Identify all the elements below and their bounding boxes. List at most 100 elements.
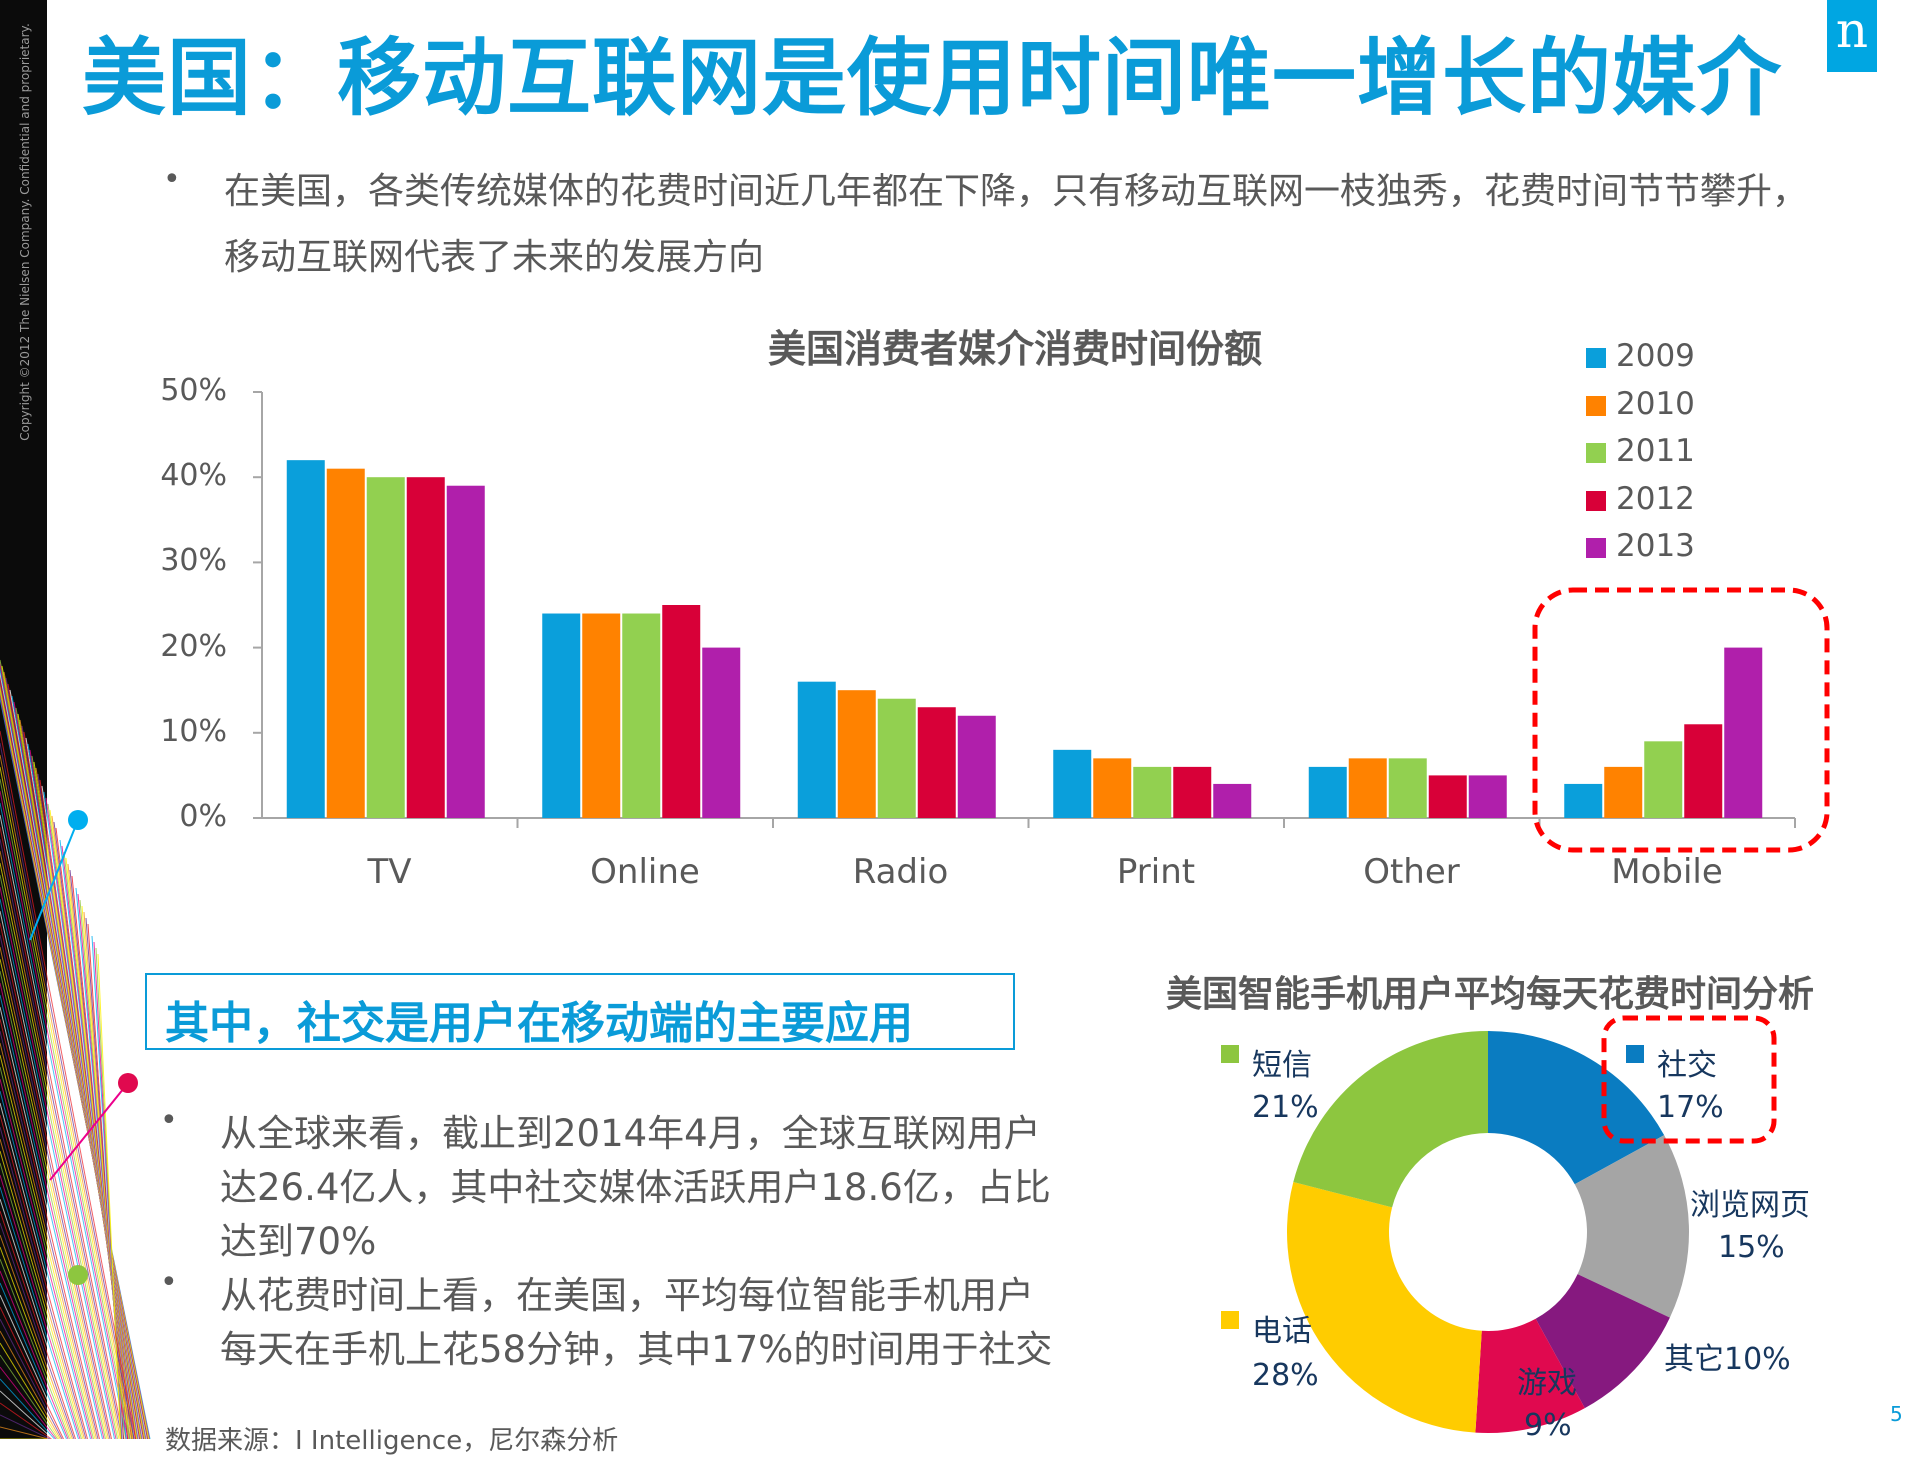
dot-icon (68, 1265, 88, 1285)
legend-label-2012: 2012 (1616, 480, 1695, 517)
donut-chart-title: 美国智能手机用户平均每天花费时间分析 (1165, 974, 1814, 1015)
bullet-icon: • (163, 162, 181, 197)
bar-mobile-2012 (1684, 724, 1723, 818)
mesh-line (0, 1378, 55, 1439)
mesh-line (0, 1006, 102, 1439)
bar-other-2011 (1388, 758, 1427, 818)
bar-online-2010 (582, 613, 621, 818)
bar-print-2011 (1133, 766, 1172, 818)
bar-chart-title: 美国消费者媒介消费时间份额 (767, 327, 1262, 371)
bar-print-2012 (1173, 766, 1212, 818)
label-social: 社交 (1657, 1048, 1717, 1083)
nielsen-logo: n (1827, 0, 1877, 72)
mesh-line (0, 1090, 91, 1439)
legend-label-2009: 2009 (1616, 338, 1695, 374)
mesh-line (0, 1054, 96, 1439)
mesh-line (0, 1222, 75, 1439)
mesh-line (0, 778, 130, 1439)
mesh-line (0, 1102, 90, 1439)
value-social: 17% (1657, 1090, 1724, 1125)
bar-online-2013 (702, 647, 741, 818)
mesh-line (0, 766, 132, 1439)
mesh-line (0, 1234, 73, 1439)
bullet-icon: • (160, 1265, 178, 1300)
mesh-line (0, 790, 129, 1439)
value-games: 9% (1524, 1408, 1572, 1443)
label-other: 其它10% (1664, 1342, 1791, 1377)
bullet-icon: • (160, 1103, 178, 1138)
mesh-line (0, 1354, 58, 1439)
legend-label-2010: 2010 (1616, 385, 1695, 422)
legend-swatch-sms (1221, 1045, 1239, 1063)
mesh-line (0, 1366, 57, 1439)
mesh-line (0, 1414, 51, 1439)
label-sms: 短信 (1252, 1048, 1312, 1083)
mesh-line (0, 814, 126, 1439)
mesh-line (0, 1246, 72, 1439)
bar-other-2009 (1308, 766, 1347, 818)
mesh-line (0, 898, 115, 1439)
subheading-box: 其中，社交是用户在移动端的主要应用 (145, 973, 1015, 1050)
bar-tv-2011 (366, 477, 405, 818)
category-label-tv: TV (367, 852, 412, 892)
mesh-line (0, 910, 114, 1439)
mesh-line (0, 934, 111, 1439)
legend-label-2013: 2013 (1616, 528, 1695, 564)
mesh-line (0, 1186, 79, 1439)
value-browsing: 15% (1718, 1230, 1785, 1265)
value-phone: 28% (1252, 1358, 1319, 1393)
mesh-line (0, 754, 133, 1439)
bar-radio-2009 (797, 681, 836, 818)
bullet-1-line-2: 达26.4亿人，其中社交媒体活跃用户18.6亿，占比 (220, 1166, 1051, 1209)
mesh-line (0, 1018, 100, 1439)
legend-swatch-2010 (1586, 395, 1606, 416)
mesh-line (0, 730, 136, 1439)
category-label-mobile: Mobile (1611, 852, 1723, 892)
mesh-line (0, 862, 120, 1439)
mesh-line (0, 1042, 97, 1439)
mesh-line (0, 982, 105, 1439)
bullet-2-line-1: 从花费时间上看，在美国，平均每位智能手机用户 (220, 1274, 1034, 1317)
bar-mobile-2009 (1564, 783, 1603, 818)
donut-slice-2 (1535, 1274, 1670, 1409)
bar-print-2009 (1053, 749, 1092, 818)
label-phone: 电话 (1252, 1314, 1312, 1349)
mesh-line (0, 1138, 85, 1439)
dot-icon (68, 810, 88, 830)
bar-radio-2010 (837, 690, 876, 818)
subheading-text: 其中，社交是用户在移动端的主要应用 (165, 998, 913, 1049)
mesh-line (0, 1426, 49, 1439)
decorative-mesh (0, 659, 151, 1439)
value-sms: 21% (1252, 1090, 1319, 1125)
bar-tv-2009 (286, 460, 325, 818)
mesh-line (0, 1270, 69, 1439)
dot-icon (118, 1073, 138, 1093)
bar-online-2011 (622, 613, 661, 818)
mesh-line (0, 1330, 61, 1439)
mesh-line (0, 874, 118, 1439)
mesh-line (0, 1030, 99, 1439)
bullet-2-line-2: 每天在手机上花58分钟，其中17%的时间用于社交 (220, 1328, 1053, 1371)
label-games: 游戏 (1517, 1366, 1577, 1401)
legend-swatch-phone (1221, 1311, 1239, 1329)
mesh-line (0, 838, 123, 1439)
mesh-line (0, 1066, 94, 1439)
bar-print-2013 (1213, 783, 1252, 818)
mesh-line (0, 802, 127, 1439)
mesh-line (0, 1258, 70, 1439)
mesh-line (0, 1294, 66, 1439)
social-highlight-box (1601, 1015, 1777, 1144)
bar-radio-2011 (877, 698, 916, 818)
bar-tv-2010 (326, 468, 365, 818)
y-tick-label: 0% (179, 799, 227, 834)
mesh-line (0, 958, 108, 1439)
mobile-highlight-box (1532, 587, 1830, 853)
mesh-line (0, 1078, 93, 1439)
bar-other-2012 (1428, 775, 1467, 818)
mesh-line (0, 1306, 64, 1439)
bar-tv-2013 (446, 485, 485, 818)
label-browsing: 浏览网页 (1690, 1188, 1810, 1223)
y-tick-label: 50% (160, 373, 227, 408)
mesh-line (0, 742, 135, 1439)
